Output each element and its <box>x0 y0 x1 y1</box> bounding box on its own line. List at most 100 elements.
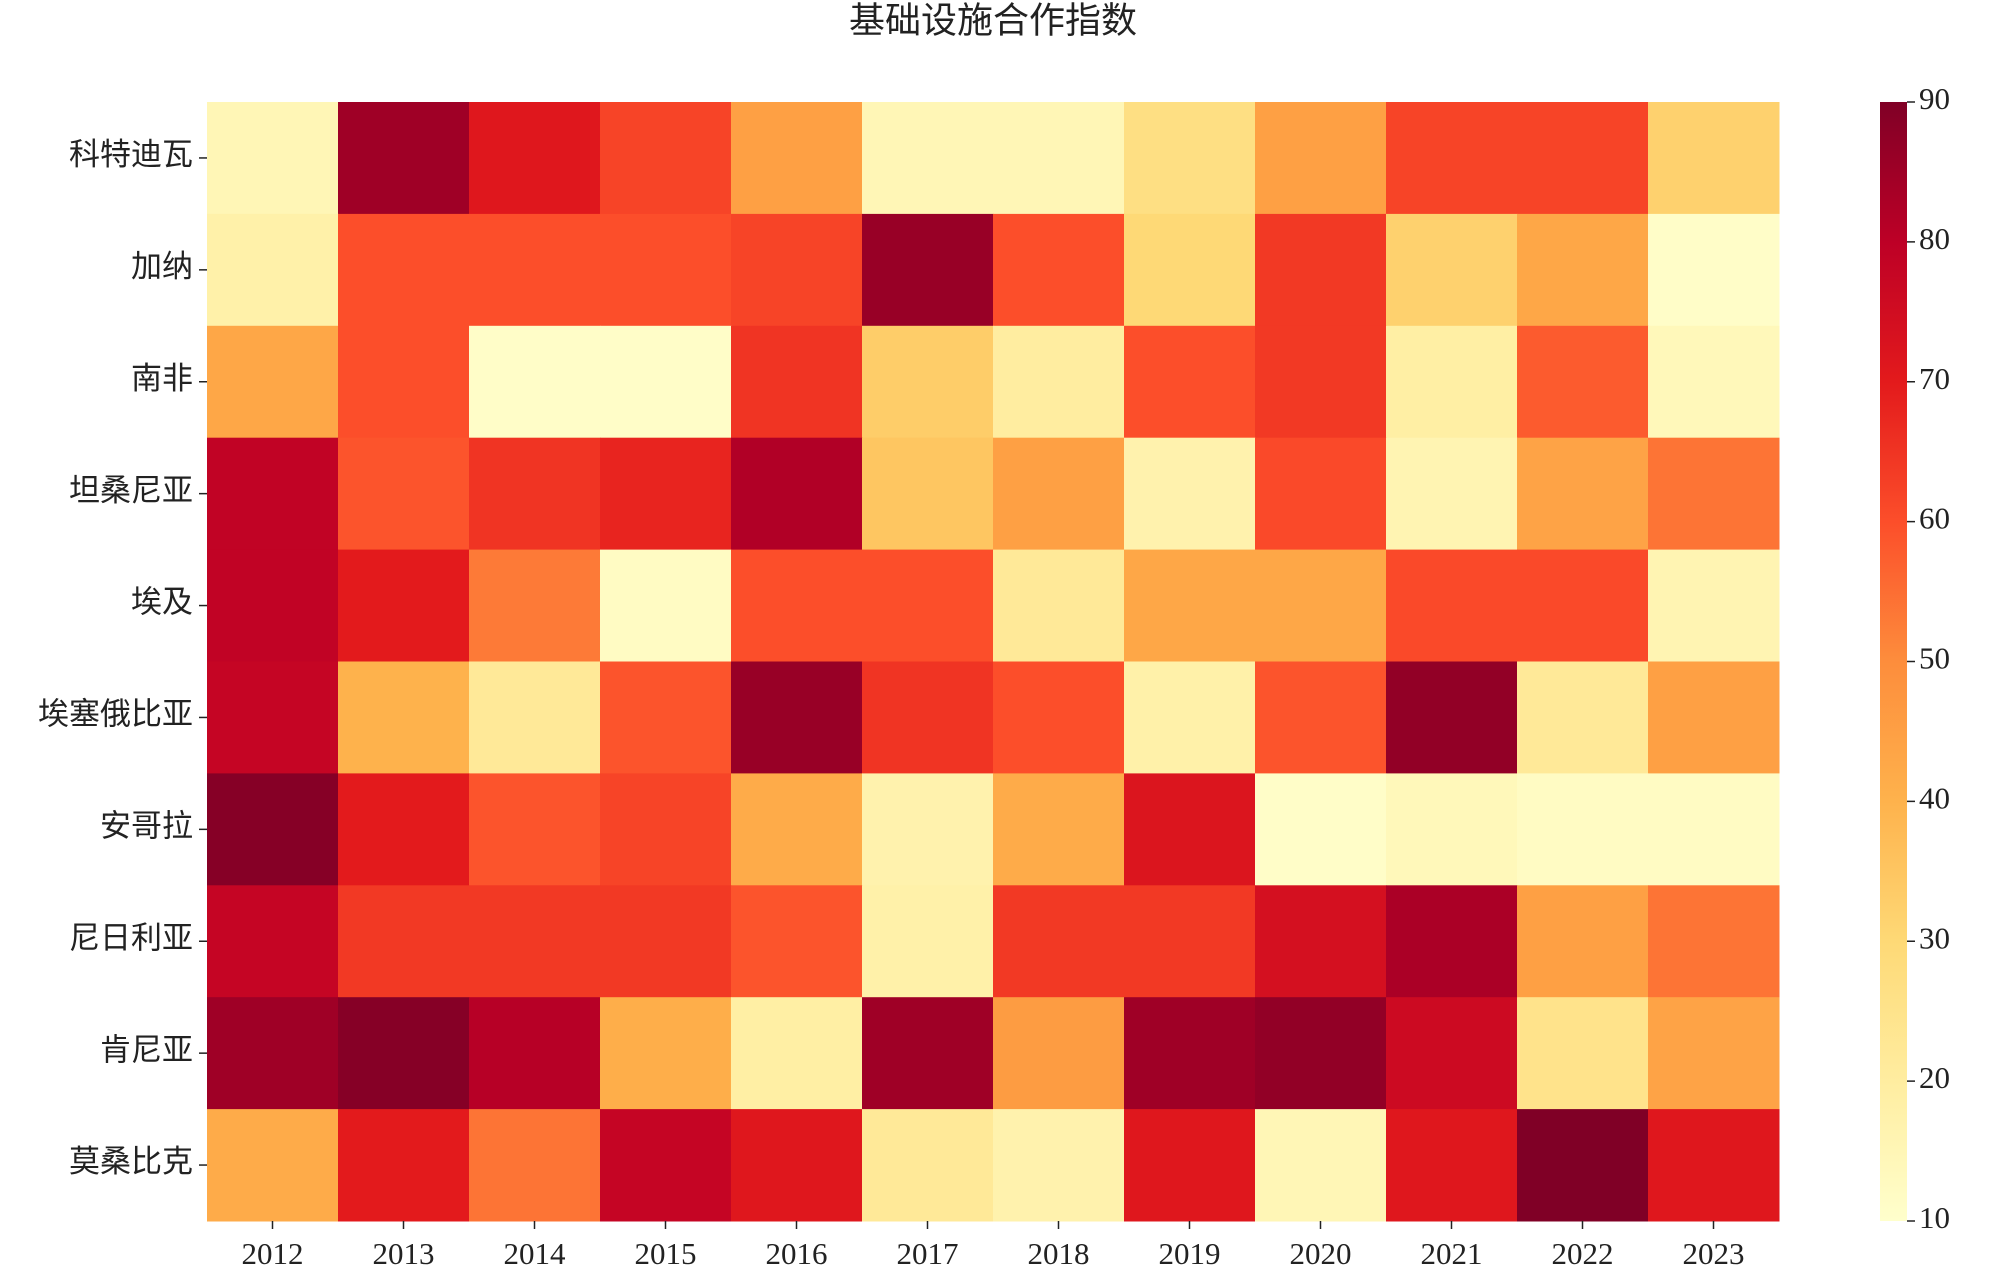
heatmap-cell <box>338 661 470 774</box>
x-tick-label: 2019 <box>1159 1236 1221 1271</box>
colorbar-tick-label: 30 <box>1919 920 1950 955</box>
heatmap-cell <box>1517 1109 1649 1222</box>
heatmap-cell <box>1255 997 1387 1110</box>
x-tick-label: 2016 <box>766 1236 828 1271</box>
heatmap-cell <box>731 325 863 439</box>
x-tick-label: 2012 <box>242 1236 304 1271</box>
heatmap-cell <box>338 773 470 886</box>
y-tick-label: 南非 <box>131 361 193 396</box>
x-tick-label: 2021 <box>1421 1236 1483 1271</box>
heatmap-cell <box>469 102 601 215</box>
colorbar-tick-label: 40 <box>1919 780 1950 815</box>
heatmap-cell <box>469 885 601 998</box>
x-tick-label: 2023 <box>1683 1236 1745 1271</box>
heatmap-cell <box>1386 997 1518 1110</box>
heatmap-cell <box>1386 549 1518 662</box>
heatmap-cell <box>1517 325 1649 439</box>
heatmap-cell <box>1648 213 1780 327</box>
heatmap-cell <box>993 213 1125 327</box>
heatmap-cell <box>1255 102 1387 215</box>
heatmap-cell <box>207 213 339 327</box>
y-tick-label: 科特迪瓦 <box>69 137 193 172</box>
y-tick-label: 尼日利亚 <box>69 920 193 955</box>
colorbar-tick-label: 90 <box>1919 81 1950 116</box>
heatmap-cell <box>600 885 732 998</box>
heatmap-cell <box>862 1109 994 1222</box>
heatmap-cell <box>1386 1109 1518 1222</box>
heatmap-cell <box>1517 549 1649 662</box>
heatmap-cell <box>1648 773 1780 886</box>
heatmap-cell <box>993 997 1125 1110</box>
heatmap-cell <box>1386 661 1518 774</box>
heatmap-cell <box>469 661 601 774</box>
heatmap-cell <box>338 885 470 998</box>
heatmap-cell <box>993 437 1125 551</box>
heatmap-cell <box>993 1109 1125 1222</box>
heatmap-cell <box>1648 997 1780 1110</box>
heatmap-cell <box>600 773 732 886</box>
heatmap-cell <box>1648 885 1780 998</box>
heatmap-cell <box>731 997 863 1110</box>
colorbar-tick-label: 50 <box>1919 641 1950 676</box>
colorbar-tick-label: 70 <box>1919 361 1950 396</box>
heatmap-cell <box>338 437 470 551</box>
heatmap-cell <box>1124 325 1256 439</box>
heatmap-cell <box>862 661 994 774</box>
heatmap-cell <box>338 102 470 215</box>
heatmap-cell <box>1255 213 1387 327</box>
heatmap-cell <box>207 1109 339 1222</box>
heatmap-cell <box>1124 661 1256 774</box>
heatmap-cell <box>1255 773 1387 886</box>
heatmap-cell <box>1386 102 1518 215</box>
y-tick-label: 肯尼亚 <box>100 1032 193 1067</box>
heatmap-cell <box>1517 773 1649 886</box>
heatmap-cell <box>1124 102 1256 215</box>
colorbar-tick-label: 20 <box>1919 1060 1950 1095</box>
heatmap-cell <box>600 437 732 551</box>
heatmap-cell <box>993 549 1125 662</box>
heatmap-cell <box>993 661 1125 774</box>
heatmap-cell <box>1255 1109 1387 1222</box>
heatmap-cell <box>1517 102 1649 215</box>
x-tick-label: 2020 <box>1290 1236 1352 1271</box>
heatmap-cell <box>600 661 732 774</box>
heatmap-cell <box>862 773 994 886</box>
x-tick-label: 2015 <box>635 1236 697 1271</box>
colorbar-tick-label: 10 <box>1919 1200 1950 1235</box>
heatmap-cell <box>1124 213 1256 327</box>
heatmap-cell <box>207 997 339 1110</box>
heatmap-cell <box>1648 549 1780 662</box>
heatmap-cell <box>1124 773 1256 886</box>
heatmap-cell <box>731 773 863 886</box>
heatmap-cell <box>469 325 601 439</box>
heatmap-cell <box>731 213 863 327</box>
heatmap-cell <box>600 325 732 439</box>
heatmap-cell <box>1517 885 1649 998</box>
heatmap-cell <box>731 549 863 662</box>
heatmap-cell <box>993 102 1125 215</box>
heatmap-cell <box>207 325 339 439</box>
colorbar <box>1880 102 1907 1221</box>
heatmap-cell <box>600 102 732 215</box>
x-tick-label: 2018 <box>1028 1236 1090 1271</box>
heatmap-cell <box>207 102 339 215</box>
heatmap-cell <box>731 437 863 551</box>
heatmap-cell <box>207 661 339 774</box>
heatmap-cell <box>1648 325 1780 439</box>
heatmap-cell <box>1255 661 1387 774</box>
heatmap-cell <box>469 213 601 327</box>
heatmap-cell <box>338 1109 470 1222</box>
heatmap-cell <box>862 437 994 551</box>
heatmap-cell <box>1386 437 1518 551</box>
heatmap-cell <box>1124 437 1256 551</box>
heatmap-cell <box>600 549 732 662</box>
heatmap-cell <box>207 773 339 886</box>
heatmap-cell <box>469 1109 601 1222</box>
heatmap-cell <box>1124 549 1256 662</box>
heatmap-cell <box>1386 885 1518 998</box>
heatmap-cell <box>862 102 994 215</box>
heatmap-cell <box>862 997 994 1110</box>
heatmap-cell <box>862 885 994 998</box>
heatmap-cell <box>862 213 994 327</box>
heatmap-cell <box>1255 325 1387 439</box>
